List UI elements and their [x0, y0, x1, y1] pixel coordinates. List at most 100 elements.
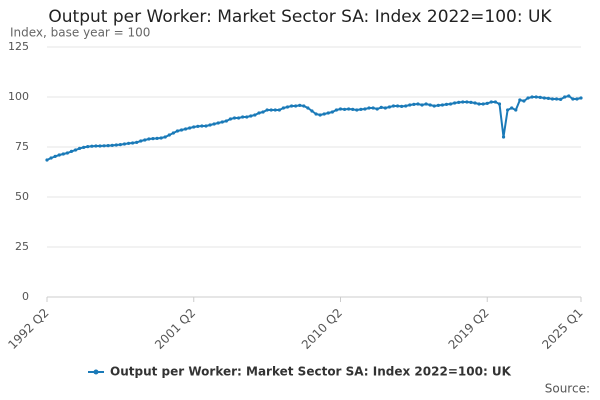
data-point: [416, 102, 420, 106]
data-point: [78, 146, 82, 150]
data-point: [359, 107, 363, 111]
data-point: [318, 113, 322, 117]
data-point: [200, 124, 204, 128]
data-point: [114, 143, 118, 147]
data-point: [188, 126, 192, 130]
data-point: [90, 144, 94, 148]
data-point: [53, 154, 57, 158]
data-point: [526, 96, 530, 100]
y-tick-label: 100: [8, 90, 29, 103]
y-tick-label: 25: [15, 240, 29, 253]
data-point: [522, 99, 526, 103]
data-point: [228, 117, 233, 121]
data-point: [363, 107, 367, 111]
data-point: [167, 133, 171, 137]
data-point: [147, 137, 151, 141]
x-tick-label: 1992 Q2: [5, 306, 51, 352]
data-point: [159, 136, 163, 140]
data-point: [249, 114, 253, 118]
data-point: [131, 141, 135, 145]
data-point: [183, 127, 188, 131]
x-tick-label: 2025 Q1: [539, 306, 585, 352]
data-point: [151, 137, 155, 141]
source: Source:: [545, 382, 590, 396]
data-point: [395, 104, 400, 108]
data-point: [306, 106, 310, 110]
data-point: [367, 106, 371, 110]
legend-marker: [93, 369, 99, 375]
data-point: [261, 110, 265, 114]
data-point: [428, 103, 432, 107]
data-point: [444, 102, 449, 106]
data-point: [550, 97, 555, 101]
data-point: [481, 102, 485, 106]
data-point: [49, 156, 53, 160]
y-tick-label: 125: [8, 40, 29, 53]
chart-subtitle: Index, base year = 100: [10, 26, 150, 40]
data-point: [285, 105, 290, 109]
series-line: [46, 94, 582, 161]
data-point: [86, 145, 90, 149]
data-point: [69, 149, 74, 153]
data-point: [559, 97, 563, 101]
legend-label: Output per Worker: Market Sector SA: Ind…: [110, 365, 512, 379]
data-point: [408, 103, 412, 107]
data-point: [412, 102, 416, 106]
data-point: [465, 100, 469, 104]
data-point: [383, 106, 387, 110]
data-point: [485, 101, 489, 105]
data-point: [400, 104, 404, 108]
data-point: [314, 112, 318, 116]
data-point: [273, 108, 277, 112]
y-tick-label: 0: [22, 290, 29, 303]
data-point: [371, 106, 375, 110]
x-tick-label: 2010 Q2: [299, 306, 345, 352]
data-point: [436, 103, 440, 107]
data-point: [575, 97, 579, 101]
x-tick-label: 2001 Q2: [152, 306, 198, 352]
data-point: [65, 151, 69, 155]
data-point: [489, 100, 493, 104]
data-point: [122, 142, 127, 146]
data-point: [440, 103, 445, 107]
data-point: [493, 100, 497, 104]
data-point: [102, 144, 106, 148]
y-tick-label: 75: [15, 140, 29, 153]
data-point: [98, 144, 102, 148]
data-point: [387, 105, 392, 109]
data-point: [510, 106, 514, 110]
x-tick-label: 2019 Q2: [446, 306, 492, 352]
data-point: [204, 124, 208, 128]
data-point: [281, 106, 286, 110]
data-point: [269, 108, 273, 112]
data-point: [330, 110, 334, 114]
data-point: [338, 107, 343, 111]
data-point: [351, 107, 355, 111]
data-point: [534, 95, 538, 99]
data-point: [57, 153, 61, 157]
data-point: [542, 96, 546, 100]
data-point: [530, 95, 534, 99]
data-point: [135, 140, 139, 144]
data-point: [563, 95, 567, 99]
data-point: [424, 102, 428, 106]
data-point: [457, 100, 461, 104]
data-point: [265, 108, 269, 112]
data-point: [302, 104, 306, 108]
data-point: [448, 102, 453, 106]
data-point: [94, 144, 98, 148]
data-point: [143, 138, 147, 142]
data-point: [501, 135, 506, 139]
data-point: [391, 104, 396, 108]
data-point: [196, 124, 200, 128]
data-point: [546, 96, 550, 100]
data-point: [322, 112, 326, 116]
data-point: [342, 107, 347, 111]
data-point: [253, 113, 257, 117]
data-point: [216, 121, 220, 125]
data-point: [326, 111, 330, 115]
data-point: [212, 122, 216, 126]
data-point: [45, 158, 49, 162]
data-point: [554, 97, 559, 101]
data-point: [461, 100, 465, 104]
